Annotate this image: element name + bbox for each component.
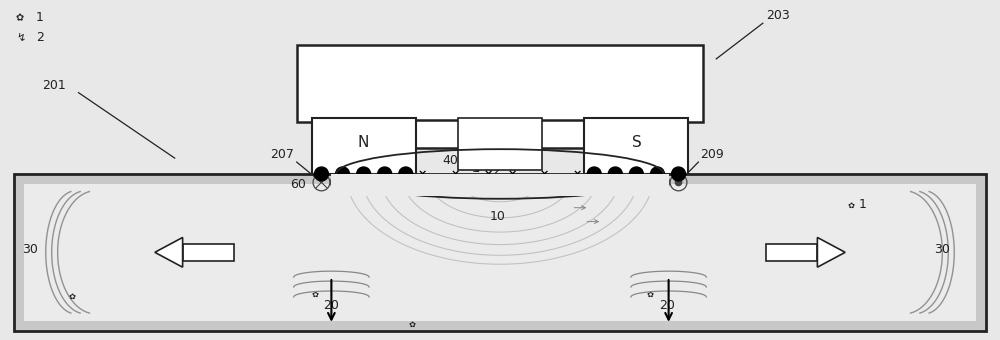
Text: 1: 1 xyxy=(859,198,867,211)
Text: 1: 1 xyxy=(36,11,44,24)
Text: 2: 2 xyxy=(36,31,44,44)
Text: 30: 30 xyxy=(934,243,950,256)
Text: 20: 20 xyxy=(659,299,675,312)
Bar xyxy=(24,184,976,321)
Text: N: N xyxy=(358,135,369,150)
Circle shape xyxy=(587,167,601,181)
Text: ✿: ✿ xyxy=(647,290,654,299)
Bar xyxy=(331,174,669,196)
Bar xyxy=(183,244,234,260)
Bar xyxy=(766,244,817,260)
Circle shape xyxy=(399,167,413,181)
Circle shape xyxy=(388,179,394,186)
Text: ×: × xyxy=(451,169,460,179)
Text: ✿: ✿ xyxy=(847,201,854,210)
Circle shape xyxy=(658,179,664,186)
Circle shape xyxy=(371,179,377,186)
Polygon shape xyxy=(155,237,183,267)
Circle shape xyxy=(672,167,685,181)
Bar xyxy=(14,174,986,331)
Circle shape xyxy=(378,167,392,181)
Circle shape xyxy=(640,179,647,186)
Circle shape xyxy=(651,167,664,181)
Text: ×: × xyxy=(573,169,582,179)
Text: S: S xyxy=(632,135,641,150)
Text: ✿: ✿ xyxy=(69,292,76,301)
Circle shape xyxy=(675,179,682,186)
Circle shape xyxy=(608,167,622,181)
Bar xyxy=(297,45,703,122)
Circle shape xyxy=(336,167,349,181)
Text: 20: 20 xyxy=(323,299,339,312)
Text: 60: 60 xyxy=(290,178,306,191)
Circle shape xyxy=(629,167,643,181)
Text: 205: 205 xyxy=(465,118,489,131)
Text: 203: 203 xyxy=(766,9,790,22)
Circle shape xyxy=(315,167,328,181)
Text: ×: × xyxy=(540,169,549,179)
Text: 30: 30 xyxy=(22,243,38,256)
Bar xyxy=(458,118,542,170)
Bar xyxy=(366,120,634,148)
Text: ×: × xyxy=(507,169,517,179)
Text: 10: 10 xyxy=(490,209,506,223)
Text: 209: 209 xyxy=(700,148,724,161)
Text: ↯: ↯ xyxy=(16,33,25,43)
Circle shape xyxy=(357,167,371,181)
Bar xyxy=(584,118,688,174)
Bar xyxy=(312,118,416,174)
Text: ✿: ✿ xyxy=(312,290,319,299)
Text: 201: 201 xyxy=(42,79,66,92)
Text: ✿: ✿ xyxy=(16,13,24,23)
Text: 2: 2 xyxy=(502,158,510,171)
Text: 207: 207 xyxy=(270,148,294,161)
Polygon shape xyxy=(817,237,845,267)
Text: ×: × xyxy=(483,169,493,179)
Text: ×: × xyxy=(418,169,427,179)
Circle shape xyxy=(406,179,412,186)
Text: 40: 40 xyxy=(442,154,458,167)
Text: ✿: ✿ xyxy=(409,320,416,329)
